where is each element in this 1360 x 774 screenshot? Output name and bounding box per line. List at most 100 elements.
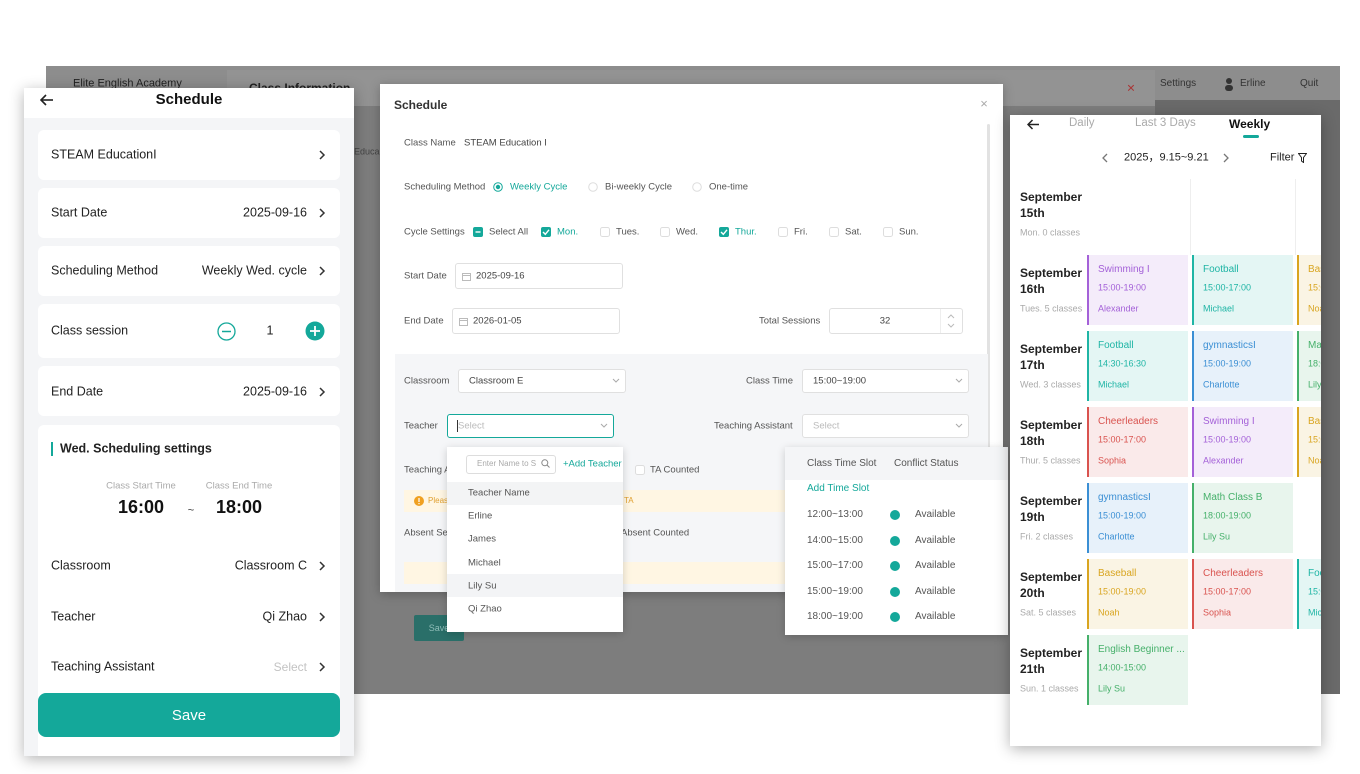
- option: Lily Su: [468, 580, 497, 592]
- class-card[interactable]: Swimming I 15:00-19:00 Alexander: [1087, 255, 1188, 325]
- class-card[interactable]: gymnasticsI 15:00-19:00 Charlotte: [1192, 331, 1293, 401]
- chevron-right[interactable]: [318, 150, 326, 160]
- class-card[interactable]: Cheerleaders 15:00-17:00 Sophia: [1087, 407, 1188, 477]
- checkbox[interactable]: [473, 227, 483, 237]
- checkbox[interactable]: [541, 227, 551, 237]
- column-header: Conflict Status: [894, 458, 959, 469]
- class-card[interactable]: Football 15:00-17:00 Michael: [1297, 559, 1321, 629]
- class-card[interactable]: Math Class B 18:00-19:00 Lily Su: [1297, 331, 1321, 401]
- class-time: 15:00-17:00: [1203, 586, 1252, 597]
- checkbox-label[interactable]: Mon.: [557, 226, 579, 238]
- class-card[interactable]: English Beginner ... 14:00-15:00 Lily Su: [1087, 635, 1188, 705]
- checkbox[interactable]: [829, 227, 839, 237]
- radio[interactable]: [692, 182, 702, 192]
- select[interactable]: [447, 414, 614, 438]
- checkbox[interactable]: [660, 227, 670, 237]
- checkbox-label[interactable]: Fri.: [794, 226, 808, 238]
- end-time[interactable]: 18:00: [215, 497, 263, 518]
- checkbox[interactable]: [719, 227, 729, 237]
- card[interactable]: [38, 366, 340, 416]
- spinner-arrows[interactable]: [947, 313, 955, 329]
- start-time[interactable]: 16:00: [117, 497, 165, 518]
- close[interactable]: ×: [1126, 79, 1136, 96]
- radio-label[interactable]: Weekly Cycle: [510, 181, 568, 193]
- settings-link[interactable]: Settings: [1160, 78, 1197, 89]
- checkbox[interactable]: [635, 465, 645, 475]
- icon: [1298, 153, 1307, 163]
- class-card[interactable]: Cheerleaders 15:00-17:00 Sophia: [1192, 559, 1293, 629]
- filter[interactable]: Filter: [1270, 151, 1295, 164]
- add-teacher[interactable]: +Add Teacher: [563, 458, 622, 470]
- class-teacher: Alexander: [1203, 455, 1244, 466]
- class-teacher: Sophia: [1098, 455, 1127, 466]
- checkbox-label[interactable]: Thur.: [735, 226, 757, 238]
- end-date-label: End Date: [51, 384, 104, 399]
- tab[interactable]: Daily: [1069, 117, 1095, 130]
- chevron-right[interactable]: [318, 612, 326, 622]
- card[interactable]: [38, 246, 340, 296]
- prev-week[interactable]: [1101, 153, 1109, 163]
- class-card[interactable]: Baseball 15:00-19:00 Noah: [1297, 255, 1321, 325]
- slot-time[interactable]: 15:00~19:00: [807, 585, 863, 597]
- chevron-right[interactable]: [318, 662, 326, 672]
- checkbox-label[interactable]: Wed.: [676, 226, 699, 238]
- checkbox[interactable]: [600, 227, 610, 237]
- chevron-right[interactable]: [318, 266, 326, 276]
- select[interactable]: [802, 414, 969, 438]
- date-input[interactable]: [452, 308, 620, 334]
- date-input[interactable]: [455, 263, 623, 289]
- checkbox-label[interactable]: Select All: [489, 226, 529, 238]
- search-input[interactable]: [466, 455, 556, 474]
- minus-button[interactable]: [217, 322, 236, 341]
- slot-time[interactable]: 18:00~19:00: [807, 611, 863, 623]
- quit-link[interactable]: Quit: [1300, 78, 1319, 89]
- class-name: Football: [1203, 264, 1239, 275]
- tab[interactable]: Weekly: [1229, 116, 1271, 131]
- card[interactable]: [38, 188, 340, 238]
- radio[interactable]: [493, 182, 503, 192]
- checkbox[interactable]: [883, 227, 893, 237]
- checkbox-label: TA Counted: [650, 464, 700, 476]
- chevron-right[interactable]: [318, 561, 326, 571]
- start-time-label: Class Start Time: [106, 480, 176, 492]
- class-card[interactable]: Math Class B 18:00-19:00 Lily Su: [1192, 483, 1293, 553]
- number-input[interactable]: [829, 308, 963, 334]
- class-card[interactable]: Baseball 15:00-19:00 Noah: [1087, 559, 1188, 629]
- select[interactable]: [458, 369, 626, 393]
- radio-label[interactable]: Bi-weekly Cycle: [605, 181, 673, 193]
- class-teacher: Michael: [1098, 379, 1130, 390]
- add-time-slot[interactable]: Add Time Slot: [807, 483, 870, 494]
- select-placeholder: Select: [458, 420, 485, 432]
- back-arrow[interactable]: [40, 94, 54, 106]
- slot-time[interactable]: 15:00~17:00: [807, 560, 863, 572]
- slot-time[interactable]: 12:00~13:00: [807, 509, 863, 520]
- checkbox-label[interactable]: Sat.: [845, 226, 862, 238]
- tab[interactable]: Last 3 Days: [1135, 117, 1196, 130]
- class-card[interactable]: Swimming I 15:00-19:00 Alexander: [1192, 407, 1293, 477]
- checkbox-label[interactable]: Sun.: [899, 226, 919, 238]
- slot-time[interactable]: 14:00~15:00: [807, 534, 863, 546]
- plus-button[interactable]: [305, 321, 325, 341]
- radio[interactable]: [588, 182, 598, 192]
- chevron-right[interactable]: [318, 387, 326, 397]
- back-arrow[interactable]: [1027, 119, 1040, 130]
- select[interactable]: [802, 369, 969, 393]
- next-week[interactable]: [1222, 153, 1230, 163]
- cursor: [457, 420, 458, 432]
- warning-text: Pleas: [428, 496, 449, 506]
- radio-label[interactable]: One-time: [709, 181, 749, 193]
- time-slot-popup: Class Time Slot Conflict Status Add Time S…: [785, 447, 1008, 635]
- checkbox[interactable]: [778, 227, 788, 237]
- checkbox-label[interactable]: Tues.: [616, 226, 640, 238]
- class-card[interactable]: Baseball 15:00-19:00 Noah: [1297, 407, 1321, 477]
- class-card[interactable]: Football 15:00-17:00 Michael: [1192, 255, 1293, 325]
- card[interactable]: [38, 130, 340, 180]
- class-card[interactable]: gymnasticsI 15:00-19:00 Charlotte: [1087, 483, 1188, 553]
- checkbox-label: Absent Counted: [621, 527, 690, 539]
- save-button[interactable]: Save: [38, 693, 340, 737]
- chevron-right[interactable]: [318, 208, 326, 218]
- option-row[interactable]: [447, 574, 623, 598]
- dialog-title: Schedule: [394, 97, 448, 112]
- class-card[interactable]: Football 14:30-16:30 Michael: [1087, 331, 1188, 401]
- dialog-close[interactable]: ×: [980, 96, 988, 112]
